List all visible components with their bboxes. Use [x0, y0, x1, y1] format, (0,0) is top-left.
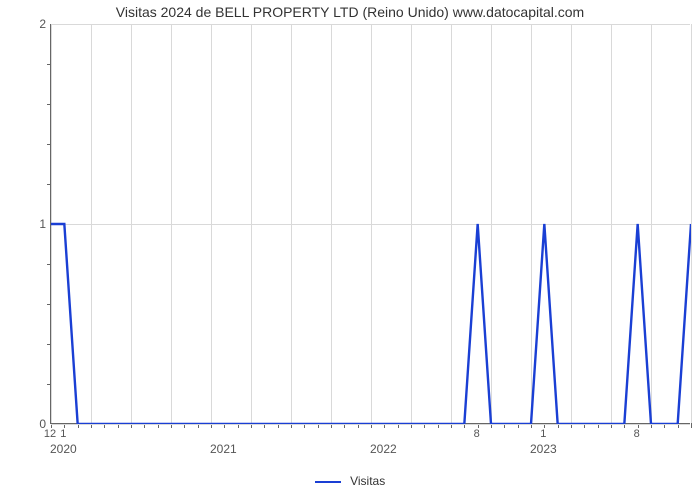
y-minor-tick: [47, 144, 51, 145]
x-tick: [691, 423, 692, 428]
gridline-horizontal: [51, 424, 690, 425]
x-year-label: 2020: [50, 442, 77, 456]
y-minor-tick: [47, 64, 51, 65]
y-minor-tick: [47, 104, 51, 105]
x-year-label: 2023: [530, 442, 557, 456]
chart-legend: Visitas: [0, 474, 700, 488]
y-minor-tick: [47, 384, 51, 385]
x-month-label: 1: [60, 428, 66, 440]
gridline-horizontal: [51, 24, 690, 25]
plot-area: [50, 24, 690, 424]
y-tick-label: 0: [6, 417, 46, 431]
y-minor-tick: [47, 264, 51, 265]
x-year-label: 2021: [210, 442, 237, 456]
legend-swatch: [315, 481, 341, 483]
gridline-vertical: [691, 24, 692, 423]
x-month-label: 12: [44, 428, 56, 440]
y-tick-label: 1: [6, 217, 46, 231]
x-month-label: 1: [540, 428, 546, 440]
y-minor-tick: [47, 184, 51, 185]
y-tick-label: 2: [6, 17, 46, 31]
x-month-label: 8: [474, 428, 480, 440]
legend-series-label: Visitas: [350, 474, 385, 488]
chart-title: Visitas 2024 de BELL PROPERTY LTD (Reino…: [0, 4, 700, 20]
gridline-horizontal: [51, 224, 690, 225]
y-minor-tick: [47, 304, 51, 305]
visits-line-chart: Visitas 2024 de BELL PROPERTY LTD (Reino…: [0, 0, 700, 500]
y-minor-tick: [47, 344, 51, 345]
x-year-label: 2022: [370, 442, 397, 456]
x-month-label: 8: [634, 428, 640, 440]
